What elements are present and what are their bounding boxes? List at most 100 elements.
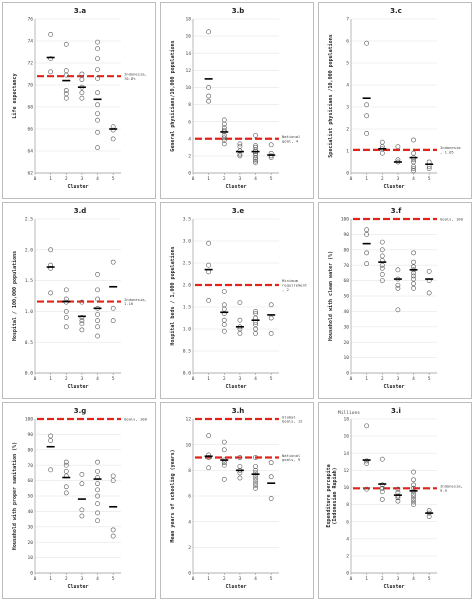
data-point — [379, 139, 385, 145]
unit-label: Millions — [338, 410, 360, 416]
data-point — [206, 455, 212, 460]
y-tick-label: 74 — [27, 39, 33, 45]
x-tick-label: 4 — [412, 176, 415, 182]
y-tick-label: 20 — [27, 540, 33, 546]
data-point — [364, 458, 370, 464]
data-point — [237, 317, 243, 323]
data-point — [79, 71, 85, 77]
y-tick-label: 16 — [343, 434, 349, 440]
data-point — [411, 285, 416, 291]
data-point — [48, 31, 54, 37]
x-tick-label: 1 — [49, 576, 52, 582]
data-point — [379, 262, 385, 268]
data-point — [268, 153, 274, 159]
reference-line-label: National goal, 4 — [282, 134, 300, 143]
y-tick-label: 6 — [188, 494, 191, 500]
y-tick-label: 6 — [346, 519, 349, 525]
y-tick-label: 10 — [185, 85, 191, 91]
x-tick-label: 4 — [254, 176, 257, 182]
data-point — [426, 290, 432, 296]
x-axis-label: Cluster — [225, 184, 246, 190]
y-tick-label: 90 — [343, 232, 349, 238]
x-tick-label: 1 — [365, 176, 368, 182]
y-tick-label: 5 — [346, 61, 349, 67]
data-point — [411, 264, 416, 270]
data-point — [206, 93, 212, 99]
data-point — [48, 438, 54, 443]
y-tick-label: 64 — [27, 149, 33, 155]
data-point — [48, 265, 54, 271]
data-point — [63, 484, 69, 490]
y-tick-label: 0 — [346, 371, 349, 377]
data-point — [426, 166, 432, 171]
data-point — [63, 95, 69, 101]
y-tick-label: 12 — [343, 468, 349, 474]
y-axis-label: Hospital beds / 1,000 populations — [170, 246, 176, 345]
data-point — [63, 462, 69, 468]
y-tick-label: 66 — [27, 127, 33, 133]
data-point — [364, 227, 370, 233]
x-tick-label: 1 — [207, 576, 210, 582]
x-tick-label: 5 — [428, 376, 431, 382]
data-point — [379, 150, 385, 156]
data-point — [268, 142, 274, 148]
y-tick-label: 4 — [346, 83, 349, 89]
y-tick-label: 50 — [343, 294, 349, 300]
data-point — [268, 330, 274, 336]
data-point — [237, 144, 243, 149]
y-tick-label: 10 — [343, 355, 349, 361]
y-tick-label: 80 — [27, 447, 33, 453]
data-point — [253, 483, 258, 489]
data-point — [426, 514, 432, 519]
data-point — [206, 465, 212, 471]
y-tick-label: 6 — [346, 39, 349, 45]
y-tick-label: 0 — [346, 171, 349, 177]
reference-line-label: Goals, 100 — [124, 417, 148, 422]
y-tick-label: 0.5 — [183, 349, 192, 355]
x-tick-label: 2 — [381, 376, 384, 382]
y-tick-label: 6 — [188, 119, 191, 125]
data-point — [411, 497, 416, 502]
data-point — [379, 489, 385, 495]
x-tick-label: 0 — [34, 376, 37, 382]
data-point — [411, 502, 416, 507]
y-tick-label: 12 — [185, 417, 191, 423]
data-point — [253, 470, 258, 476]
data-point — [48, 290, 54, 296]
y-tick-label: 50 — [27, 494, 33, 500]
x-tick-label: 3 — [397, 176, 400, 182]
x-tick-label: 0 — [350, 376, 353, 382]
data-point — [79, 472, 85, 477]
reference-line-label: Indonesia, 1.05 — [440, 145, 461, 154]
data-point — [411, 150, 416, 156]
data-point — [237, 148, 243, 154]
y-tick-label: 30 — [343, 324, 349, 330]
y-tick-label: 16 — [185, 34, 191, 40]
x-axis-label: Cluster — [383, 584, 404, 590]
x-tick-label: 1 — [365, 376, 368, 382]
data-point — [411, 276, 416, 282]
data-point — [411, 137, 416, 143]
data-point — [63, 287, 69, 293]
y-tick-label: 30 — [27, 524, 33, 530]
y-axis-label: Household with proper sanitation (%) — [12, 442, 18, 550]
x-tick-label: 0 — [192, 576, 195, 582]
data-point — [221, 141, 227, 147]
data-point — [95, 102, 100, 108]
y-axis-label: Hospital / 100,000 populations — [12, 251, 18, 341]
y-tick-label: 2.5 — [25, 217, 34, 223]
data-point — [379, 456, 385, 462]
data-point — [110, 136, 116, 142]
data-point — [95, 481, 100, 487]
data-point — [79, 481, 85, 487]
y-tick-label: 72 — [27, 61, 33, 67]
y-tick-label: 62 — [27, 171, 33, 177]
data-point — [364, 261, 370, 267]
data-point — [221, 121, 227, 127]
chart-svg: 3.d 0.0 0.5 1.0 1.5 2.0 2.5 0 1 2 3 4 5 Cluster Hospit… — [12, 207, 147, 390]
y-tick-label: 68 — [27, 105, 33, 111]
data-point — [95, 272, 100, 277]
data-point — [411, 168, 416, 174]
x-tick-label: 5 — [428, 576, 431, 582]
